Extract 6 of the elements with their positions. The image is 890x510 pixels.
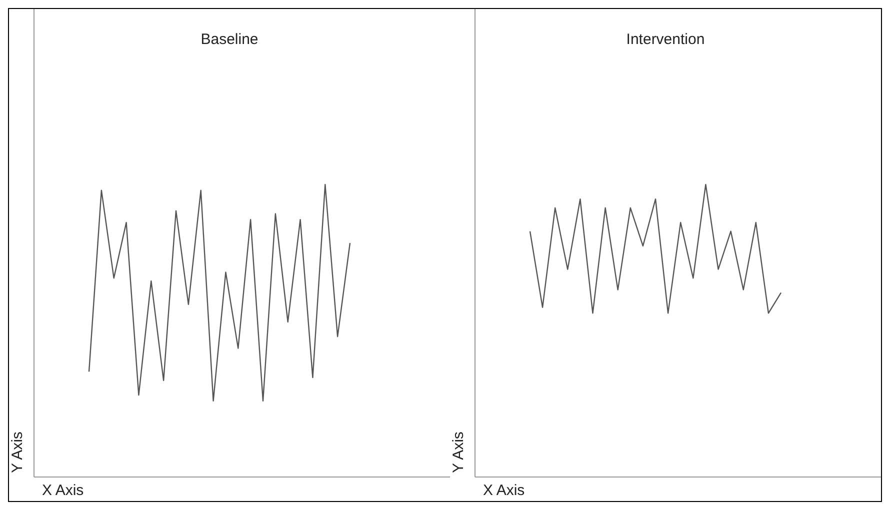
chart-title: Intervention — [625, 31, 706, 48]
x-axis-title: X Axis — [42, 482, 84, 499]
y-axis-title: Y Axis — [9, 432, 26, 473]
chart-title: Baseline — [200, 31, 260, 48]
x-axis-title: X Axis — [483, 482, 525, 499]
y-axis-title: Y Axis — [450, 432, 467, 473]
